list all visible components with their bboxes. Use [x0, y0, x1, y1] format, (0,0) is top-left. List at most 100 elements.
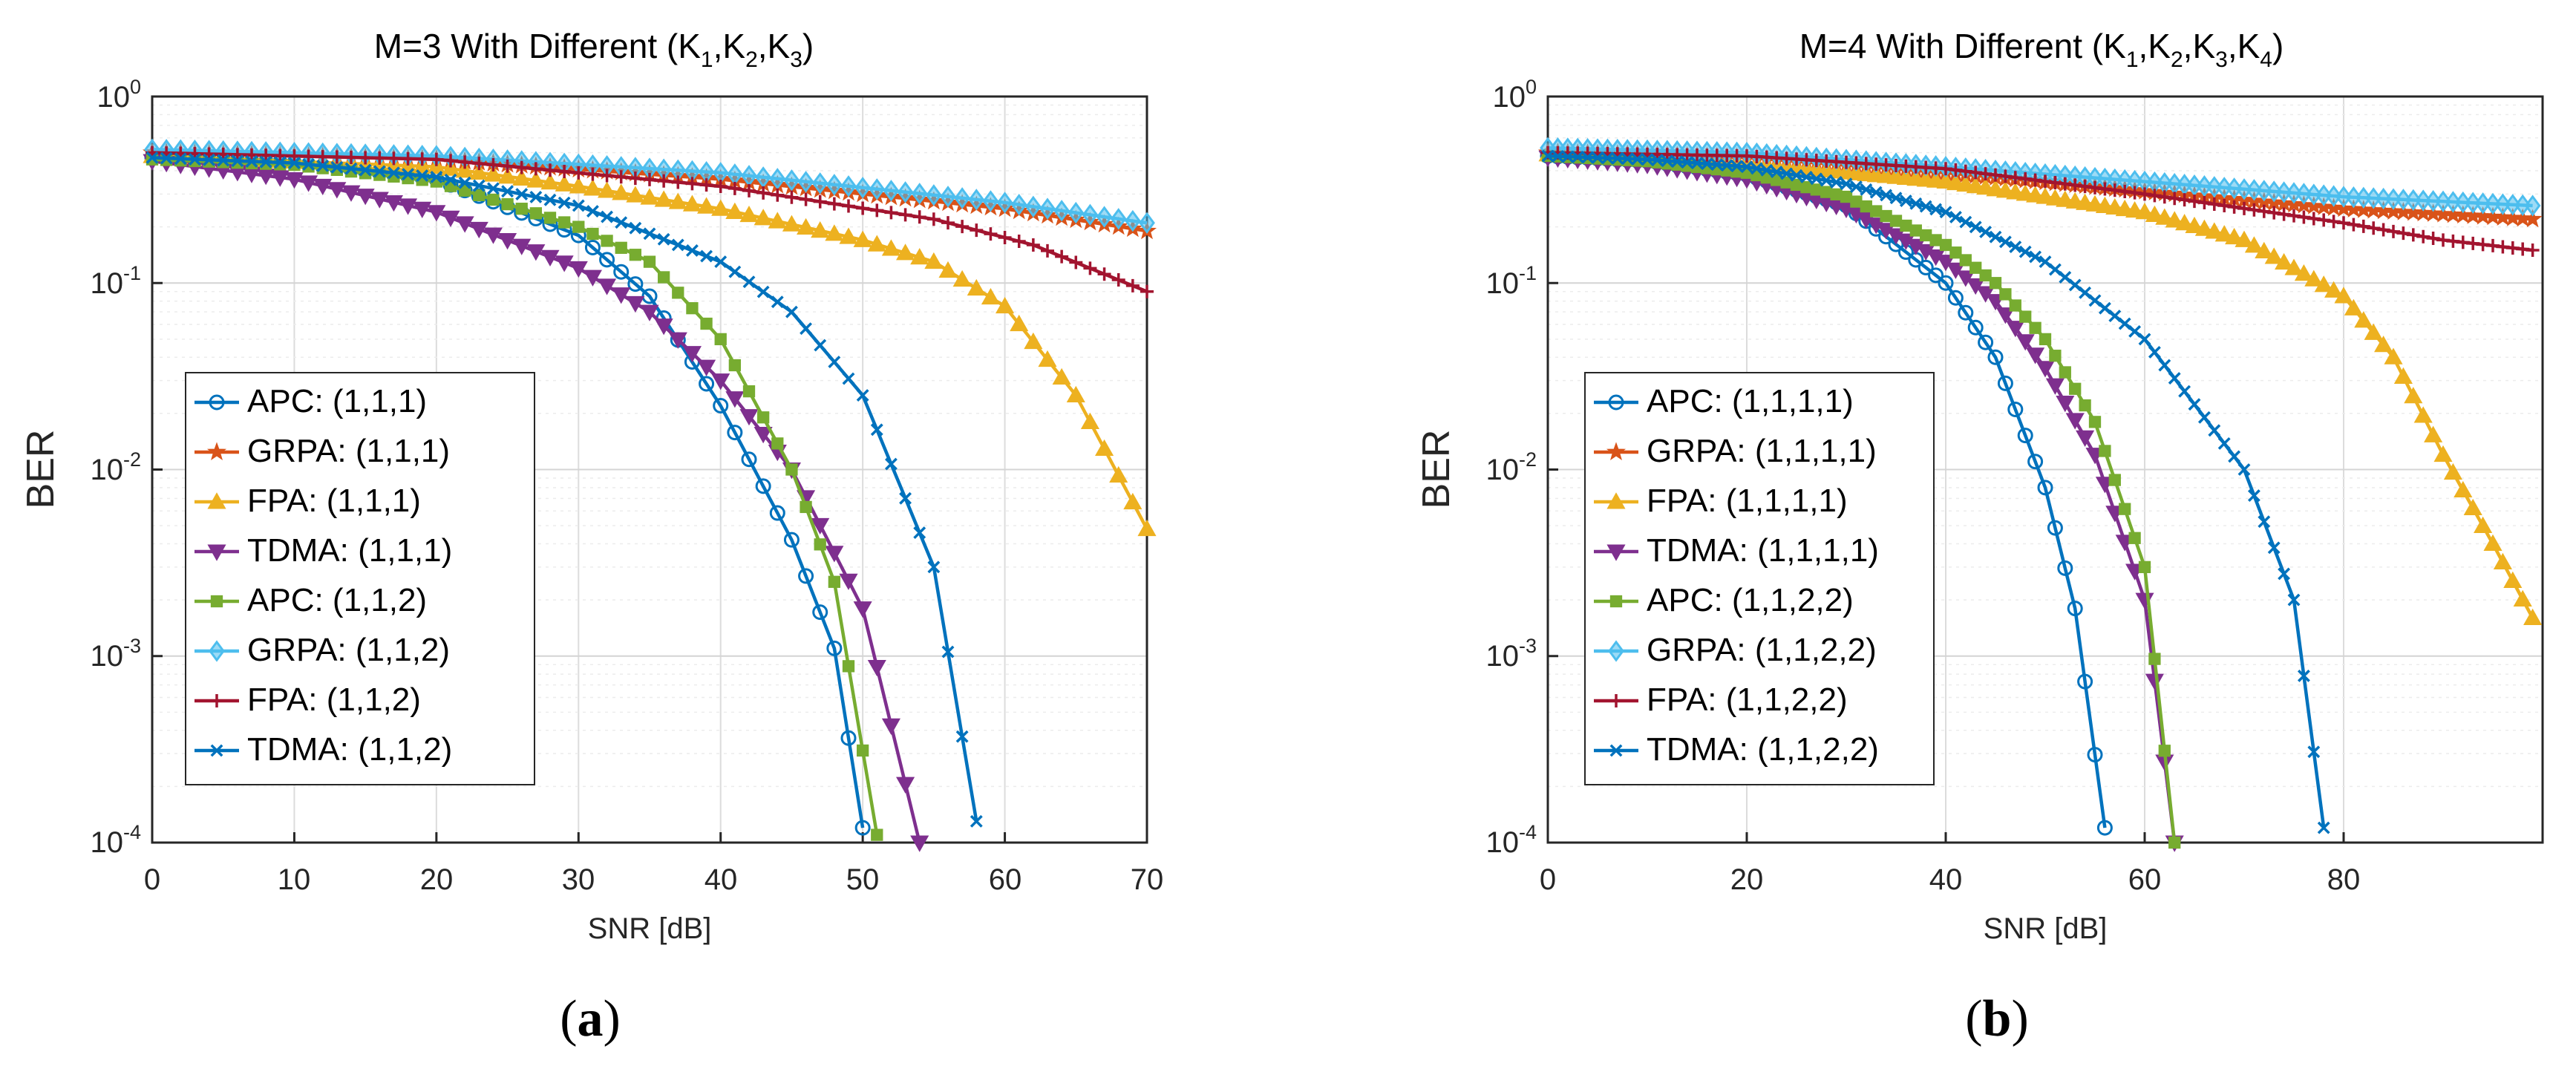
data-point-a-2-68 [1109, 465, 1128, 483]
data-point-b-4-55 [2088, 416, 2102, 428]
data-point-a-6-33 [614, 170, 628, 184]
x-tick-label-b-3: 60 [2128, 863, 2162, 896]
data-point-b-7-0 [1541, 149, 1555, 163]
data-point-a-6-18 [401, 151, 415, 166]
data-point-a-2-66 [1080, 412, 1099, 430]
data-point-b-7-36 [1899, 194, 1912, 207]
x-axis-label-a: SNR [dB] [588, 912, 712, 945]
legend-entry-b-5: GRPA: (1,1,2,2) [1647, 632, 1877, 668]
data-point-b-7-18 [1720, 159, 1733, 172]
data-point-b-7-41 [1949, 210, 1962, 223]
data-point-a-4-31 [586, 227, 599, 241]
data-point-b-7-39 [1929, 203, 1943, 216]
data-point-a-4-30 [572, 220, 585, 233]
data-point-b-1-95 [2482, 206, 2503, 226]
data-point-a-0-32 [599, 252, 615, 268]
data-point-a-4-34 [629, 249, 642, 261]
data-point-b-4-42 [1959, 254, 1972, 267]
data-point-a-7-19 [416, 169, 429, 183]
data-point-b-3-50 [2036, 361, 2055, 378]
data-point-a-5-52 [883, 180, 900, 202]
data-point-a-7-52 [884, 457, 898, 471]
data-point-a-6-12 [316, 150, 330, 164]
data-point-b-6-88 [2416, 229, 2430, 243]
data-point-b-1-86 [2393, 202, 2413, 220]
data-point-b-7-46 [1998, 235, 2012, 249]
data-point-a-3-17 [384, 194, 403, 212]
data-point-b-7-1 [1551, 150, 1564, 163]
data-point-b-4-63 [2168, 836, 2181, 849]
data-point-a-2-67 [1095, 439, 1114, 457]
data-point-b-4-57 [2108, 474, 2121, 486]
data-point-a-0-42 [741, 451, 757, 468]
data-point-a-7-7 [245, 154, 258, 168]
data-point-a-6-15 [359, 151, 373, 165]
data-point-b-1-88 [2413, 203, 2433, 222]
data-point-b-0-51 [2047, 520, 2063, 536]
data-point-a-6-37 [671, 175, 685, 189]
data-point-b-2-71 [2244, 236, 2263, 253]
data-point-b-7-63 [2168, 372, 2181, 385]
data-point-b-1-87 [2403, 202, 2423, 221]
data-point-b-1-85 [2383, 201, 2404, 220]
data-point-b-3-46 [1995, 307, 2015, 324]
data-point-b-4-58 [2119, 503, 2131, 515]
data-point-a-6-19 [415, 152, 429, 166]
data-point-a-6-29 [558, 165, 572, 179]
data-point-a-2-57 [952, 269, 972, 287]
legend-marker-a-5 [209, 640, 225, 662]
data-point-a-7-58 [970, 814, 983, 828]
data-point-b-2-98 [2513, 589, 2532, 607]
data-point-a-5-62 [1024, 195, 1042, 218]
x-tick-label-a-7: 70 [1131, 863, 1164, 896]
x-tick-label-a-5: 50 [846, 863, 880, 896]
data-point-a-3-22 [455, 216, 474, 233]
data-point-a-4-49 [842, 660, 855, 673]
data-point-a-3-27 [526, 244, 546, 261]
data-point-a-2-44 [768, 212, 787, 229]
data-point-a-7-55 [927, 560, 941, 574]
data-point-a-4-25 [501, 197, 514, 211]
legend-entry-b-4: APC: (1,1,2,2) [1647, 582, 1854, 618]
legend-symbols-b [1594, 394, 1638, 757]
data-point-b-2-97 [2503, 571, 2523, 588]
data-point-b-6-61 [2148, 189, 2162, 203]
chart-panel-a: M=3 With Different (K1,K2,K3) 100 10-1 1… [19, 27, 1163, 1047]
data-point-b-0-38 [1918, 259, 1934, 275]
data-point-a-4-28 [543, 212, 557, 224]
y-tick-label-b-3: 10-3 [1485, 635, 1537, 673]
data-point-a-7-37 [671, 238, 684, 252]
data-point-b-7-78 [2317, 821, 2330, 834]
data-point-a-5-57 [954, 187, 971, 209]
data-point-a-6-59 [984, 227, 998, 241]
data-point-b-7-3 [1571, 151, 1584, 163]
data-point-b-7-60 [2138, 333, 2151, 346]
data-point-a-6-62 [1026, 238, 1040, 252]
legend-marker-a-7 [210, 744, 223, 757]
series-b-7 [1541, 149, 2330, 834]
data-point-a-2-53 [896, 243, 915, 261]
data-point-a-2-51 [867, 235, 886, 252]
data-point-a-3-48 [825, 546, 844, 563]
data-point-a-3-34 [626, 295, 645, 313]
data-point-a-6-21 [444, 154, 457, 168]
data-point-a-3-31 [583, 269, 602, 287]
data-point-b-6-70 [2237, 201, 2251, 215]
data-point-b-7-17 [1710, 158, 1724, 171]
data-point-a-0-34 [627, 276, 644, 292]
data-point-a-0-49 [840, 730, 857, 746]
data-point-a-6-16 [373, 151, 387, 165]
x-tick-label-a-6: 60 [989, 863, 1022, 896]
data-point-b-6-80 [2337, 216, 2350, 230]
data-point-a-3-18 [399, 198, 418, 215]
data-point-a-7-39 [700, 249, 713, 263]
data-point-a-3-29 [555, 255, 574, 272]
data-point-a-7-4 [203, 153, 216, 166]
data-point-b-0-46 [1997, 375, 2013, 391]
data-point-a-4-36 [657, 271, 670, 284]
data-point-a-3-41 [725, 391, 745, 408]
data-point-b-4-61 [2148, 653, 2161, 665]
data-point-a-7-13 [330, 160, 344, 174]
data-point-a-7-21 [444, 173, 457, 186]
data-point-a-2-38 [682, 194, 702, 212]
